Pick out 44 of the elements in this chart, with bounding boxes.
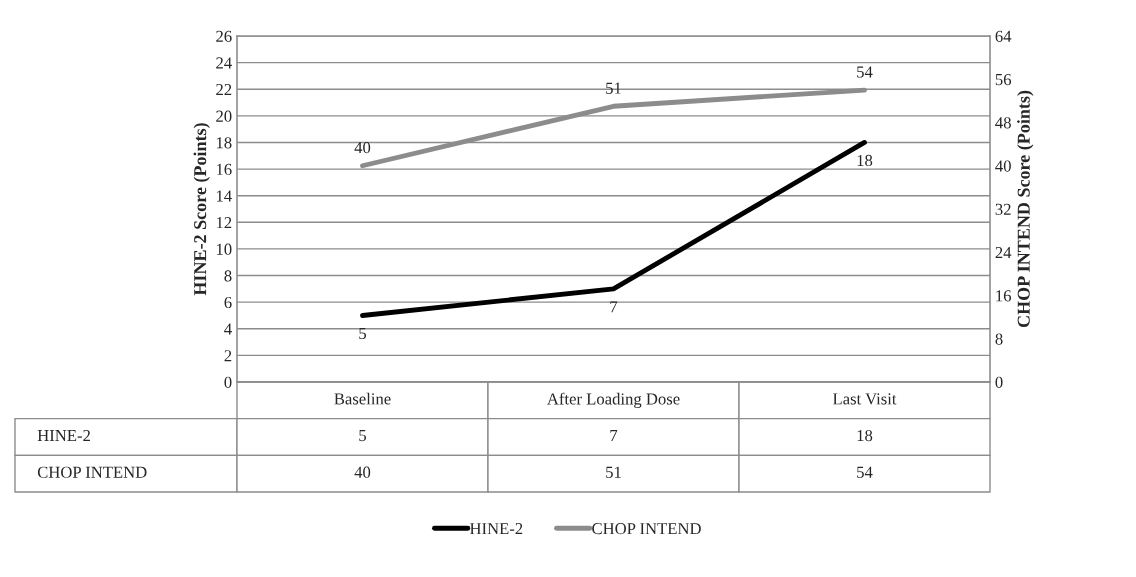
text: 51 xyxy=(606,466,621,478)
y2-tick-label: 16 xyxy=(996,290,1012,302)
y-tick-label: 16 xyxy=(216,163,232,176)
y-tick-label: 2 xyxy=(224,350,232,362)
data-label: 51 xyxy=(606,82,621,94)
y2-tick-label: 32 xyxy=(995,203,1011,215)
y2-tick-label: 8 xyxy=(995,333,1003,345)
y-tick-label: 8 xyxy=(224,270,232,282)
data-label: 5 xyxy=(359,328,367,340)
text: 5 xyxy=(359,430,367,442)
y-tick-label: 18 xyxy=(216,137,232,149)
legend-label: CHOP INTEND xyxy=(592,523,701,535)
x-tick-label: After Loading Dose xyxy=(547,392,680,408)
text: 18 xyxy=(857,429,873,442)
y2-tick-label: 40 xyxy=(995,160,1011,172)
data-label: 18 xyxy=(857,154,873,167)
y2-tick-label: 48 xyxy=(995,117,1011,129)
y-tick-label: 20 xyxy=(216,110,232,122)
y-tick-label: 24 xyxy=(216,57,232,69)
y2-tick-label: 56 xyxy=(995,74,1012,86)
y2-tick-label: 0 xyxy=(995,376,1003,388)
text: 40 xyxy=(354,466,371,478)
y-tick-label: 6 xyxy=(224,296,232,309)
y-tick-label: 14 xyxy=(216,190,232,202)
text: CHOP INTEND xyxy=(37,466,147,478)
y-tick-label: 26 xyxy=(216,30,232,42)
text: 7 xyxy=(610,430,618,442)
text: HINE-2 xyxy=(37,429,90,442)
y-tick-label: 4 xyxy=(224,323,232,335)
y2-tick-label: 64 xyxy=(995,30,1012,42)
data-label: 54 xyxy=(857,66,873,78)
y-tick-label: 10 xyxy=(216,243,232,255)
data-label: 7 xyxy=(610,301,618,313)
data-label: 40 xyxy=(354,142,371,154)
y2-tick-label: 24 xyxy=(995,247,1012,259)
text: 54 xyxy=(857,466,873,478)
y2-axis-title: CHOP INTEND Score (Points) xyxy=(1017,90,1034,328)
y-tick-label: 22 xyxy=(216,83,232,96)
y-tick-label: 0 xyxy=(224,376,232,388)
x-tick-label: Baseline xyxy=(334,392,391,405)
y-axis-title: HINE-2 Score (Points) xyxy=(193,123,210,296)
y-tick-label: 12 xyxy=(216,217,232,229)
legend-label: HINE-2 xyxy=(469,523,523,535)
x-tick-label: Last Visit xyxy=(832,393,897,405)
